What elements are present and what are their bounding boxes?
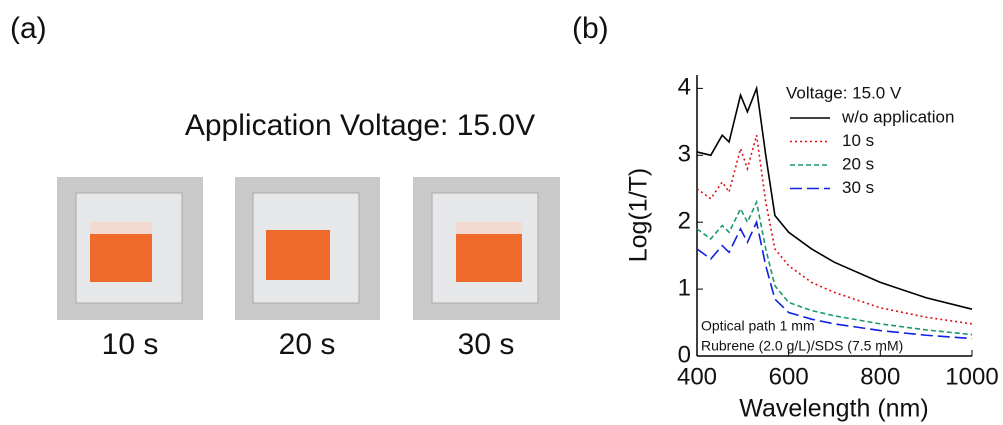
- photo: [235, 177, 380, 320]
- y-tick-label: 1: [678, 274, 691, 301]
- y-axis-label: Log(1/T): [625, 168, 653, 262]
- y-tick-label: 4: [678, 74, 691, 101]
- legend-label: w/o application: [841, 107, 954, 126]
- photo-caption: 30 s: [458, 328, 515, 361]
- x-tick-label: 1000: [945, 363, 998, 390]
- panel-label: (a): [10, 12, 47, 45]
- y-tick-label: 2: [678, 208, 691, 235]
- x-axis-label: Wavelength (nm): [739, 395, 928, 423]
- photo-caption: 20 s: [279, 328, 336, 361]
- series-line: [697, 135, 972, 324]
- figure: (a) (b) Application Voltage: 15.0V 10 s …: [0, 0, 1003, 425]
- annotation: Optical path 1 mm: [701, 318, 815, 334]
- x-tick-label: 600: [769, 363, 809, 390]
- legend-label: 20 s: [842, 154, 874, 173]
- photo: [413, 177, 560, 320]
- x-tick-label: 800: [860, 363, 900, 390]
- photo-caption: 10 s: [102, 328, 159, 361]
- panel-label: (b): [572, 12, 609, 45]
- y-tick-label: 3: [678, 141, 691, 168]
- panel-title: Application Voltage: 15.0V: [185, 109, 535, 142]
- series-line: [697, 202, 972, 334]
- legend-label: 10 s: [842, 131, 874, 150]
- x-tick-label: 400: [677, 363, 717, 390]
- legend-label: 30 s: [842, 178, 874, 197]
- annotation: Rubrene (2.0 g/L)/SDS (7.5 mM): [701, 338, 903, 354]
- photo: [57, 177, 203, 320]
- legend-title: Voltage: 15.0 V: [786, 83, 902, 102]
